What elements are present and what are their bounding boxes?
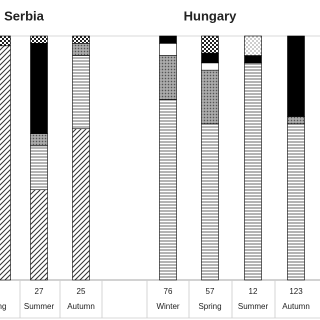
bar-segment [72,43,90,56]
sample-size: 27 [35,287,44,296]
sample-size: 57 [206,287,215,296]
bar-segment [159,43,177,56]
bar-segment [201,62,219,71]
sample-size: 25 [77,287,86,296]
bar-segment [287,116,305,125]
sample-size: 123 [289,287,303,296]
bar-segment [287,35,305,117]
bar-segment [0,35,11,47]
bar-segment [287,123,305,281]
bar-segment [159,99,177,281]
bar-segment [30,133,48,147]
sample-size: 76 [164,287,173,296]
bar-segment [72,35,90,44]
bar-segment [30,189,48,281]
bar-segment [201,52,219,64]
sample-size: 12 [249,287,258,296]
bar-segment [72,128,90,281]
x-tick-label: Autumn [282,302,310,311]
bar-segment [30,43,48,134]
bar-segment [159,55,177,100]
bar-segment [0,45,11,281]
bar-segment [159,35,177,44]
bar-segment [201,123,219,281]
bar-segment [244,62,262,281]
bar-segment [30,145,48,191]
bar-segment [72,55,90,130]
bar-segment [201,69,219,125]
bar-segment [30,35,48,44]
bar-segment [201,35,219,54]
x-tick-label: Summer [24,302,55,311]
panel-title: Serbia [4,8,45,23]
x-tick-label: Summer [238,302,269,311]
x-tick-label: Autumn [67,302,95,311]
x-tick-label: Spring [198,302,221,311]
x-tick-label: Winter [156,302,179,311]
panel-title: Hungary [184,8,238,23]
bar-segment [244,55,262,64]
bar-segment [244,35,262,56]
x-tick-label: ng [0,302,6,311]
